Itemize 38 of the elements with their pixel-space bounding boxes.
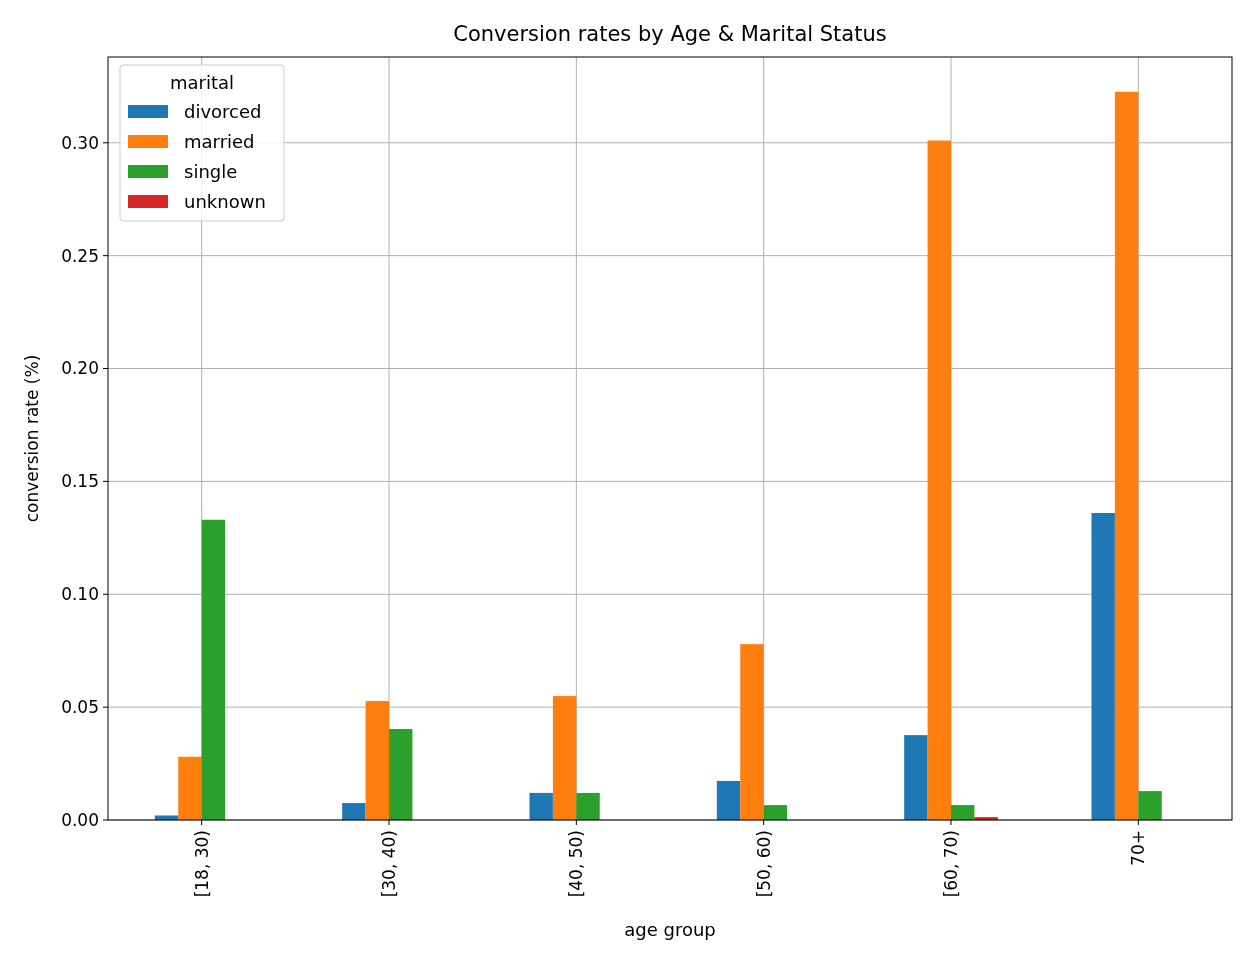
legend-title: marital: [169, 72, 235, 93]
y-axis-title: conversion rate (%): [22, 354, 42, 523]
bar: [365, 701, 389, 820]
bar: [716, 780, 741, 820]
y-tick-label: 0.10: [61, 584, 99, 605]
bar: [389, 729, 413, 820]
legend-label: married: [184, 131, 255, 153]
bar: [201, 519, 226, 820]
x-tick-label: [60, 70): [940, 830, 961, 898]
x-tick-label: [50, 60): [753, 830, 774, 898]
chart-title: Conversion rates by Age & Marital Status: [453, 22, 887, 46]
y-tick-label: 0.30: [61, 132, 99, 153]
legend-label: single: [184, 161, 238, 183]
legend-label: divorced: [184, 101, 262, 123]
bar: [904, 735, 928, 820]
bar: [1138, 791, 1162, 820]
x-axis-title: age group: [624, 919, 716, 940]
x-tick-label: 70+: [1128, 830, 1149, 866]
bar: [552, 696, 577, 820]
bar: [576, 792, 600, 820]
bar: [529, 792, 553, 820]
bar: [178, 756, 202, 820]
bar: [927, 140, 951, 820]
x-tick-label: [18, 30): [191, 830, 212, 898]
y-tick-label: 0.05: [61, 697, 99, 718]
bar: [740, 644, 764, 820]
bar: [951, 805, 975, 820]
x-tick-label: [40, 50): [566, 830, 587, 898]
bar: [763, 805, 788, 820]
y-tick-label: 0.20: [61, 358, 99, 379]
y-tick-label: 0.15: [61, 471, 99, 492]
y-tick-label: 0.00: [61, 809, 99, 830]
bar: [1091, 512, 1115, 820]
y-tick-label: 0.25: [61, 245, 99, 266]
x-tick-label: [30, 40): [378, 830, 399, 898]
bar: [1114, 91, 1139, 820]
bar: [342, 803, 366, 820]
legend-label: unknown: [184, 191, 266, 213]
